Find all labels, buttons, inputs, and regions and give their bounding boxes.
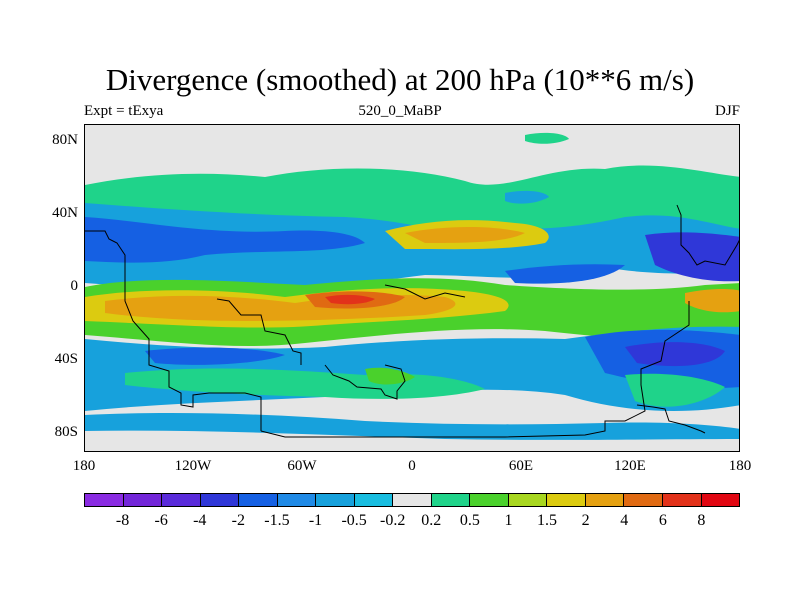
positive-peak-atlantic [325,294,375,305]
x-tick-label: 120W [174,458,212,474]
colorbar-label: -6 [154,512,168,529]
x-tick-label: 180 [72,458,96,474]
experiment-label: Expt = tExya [84,103,164,119]
colorbar-swatch [393,494,432,506]
colorbar-swatch [701,494,740,506]
positive-core-north [405,227,525,243]
colorbar-label: -8 [115,512,130,529]
coastline-asia-australia [260,204,739,438]
positive-spot-north-pacific [525,132,569,144]
colorbar-label: -1 [308,512,323,529]
colorbar-swatch [200,494,240,506]
colorbar-label: 1.5 [537,512,558,529]
divergence-map [84,124,740,452]
colorbar [84,493,740,507]
x-tick-label: 0 [408,458,416,474]
colorbar-swatch [277,494,317,506]
colorbar-swatch [470,494,509,506]
coastline-atlantic [216,284,466,365]
y-tick-label: 80S [54,424,78,440]
x-tick-label: 60E [508,458,534,474]
y-tick-label: 80N [52,132,78,148]
neutral-band-high-south [85,430,739,451]
x-tick-label: 60W [287,458,317,474]
colorbar-swatch [662,494,702,506]
period-label: 520_0_MaBP [358,103,442,119]
colorbar-swatch [239,494,278,506]
colorbar-label: 4 [620,512,629,529]
colorbar-label: -0.5 [341,512,367,529]
colorbar-swatch [85,494,124,506]
x-tick-label: 180 [728,458,752,474]
negative-core-north-a [85,217,365,263]
colorbar-label: 6 [658,512,667,529]
colorbar-label: 2 [581,512,590,529]
x-tick-label: 120E [614,458,646,474]
positive-patch-south-b [625,373,725,407]
y-tick-label: 40S [54,351,78,367]
colorbar-swatch [123,494,163,506]
colorbar-label: 0.2 [421,512,442,529]
coastline-africa [324,364,406,400]
colorbar-swatch [431,494,471,506]
negative-core-north-b [505,264,625,284]
negative-core-south-indian [145,347,285,365]
y-tick-label: 0 [70,278,79,294]
colorbar-label: 1 [504,512,513,529]
coastline-americas [85,230,262,431]
colorbar-label: -1.5 [264,512,290,529]
colorbar-label: -0.2 [380,512,406,529]
colorbar-label: -2 [231,512,245,529]
colorbar-swatch [624,494,663,506]
colorbar-swatch [162,494,201,506]
negative-core-west-pacific [645,232,739,282]
colorbar-swatch [316,494,355,506]
colorbar-label: -4 [193,512,207,529]
negative-peak-south-pacific [625,342,725,367]
coastline-antarctic [636,404,706,434]
colorbar-label: 8 [697,512,706,529]
colorbar-swatch [354,494,394,506]
contour-field [85,132,739,451]
negative-spot-north-pacific [505,190,549,204]
positive-patch-south-c [365,367,415,385]
colorbar-swatch [547,494,586,506]
y-tick-label: 40N [52,205,78,221]
colorbar-swatch [508,494,548,506]
colorbar-swatch [585,494,625,506]
positive-core-east [685,289,739,313]
map-title: Divergence (smoothed) at 200 hPa (10**6 … [105,62,695,97]
season-label: DJF [714,103,740,119]
colorbar-label: 0.5 [459,512,480,529]
